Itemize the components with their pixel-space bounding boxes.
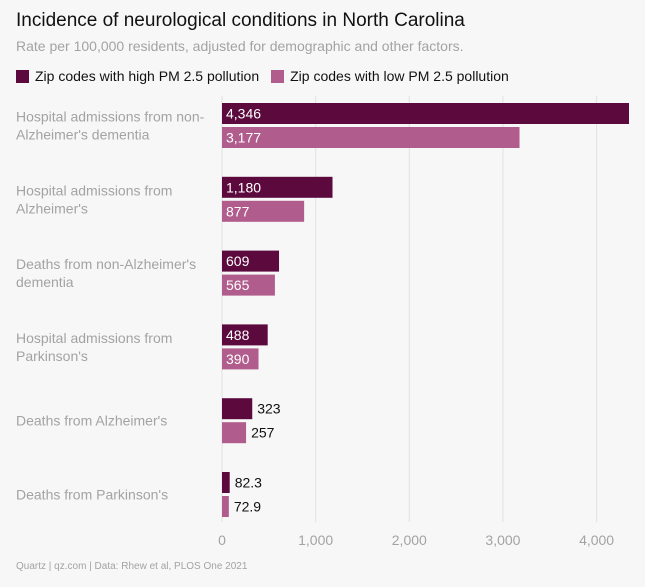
value-label: 82.3 — [235, 475, 262, 491]
legend-item-low: Zip codes with low PM 2.5 pollution — [271, 68, 509, 84]
chart-title: Incidence of neurological conditions in … — [16, 10, 465, 31]
legend-swatch-high — [16, 69, 29, 83]
value-label: 609 — [226, 253, 250, 269]
category-label: Hospital admissions from — [16, 330, 172, 346]
value-label: 565 — [226, 277, 250, 293]
bar-low-pollution — [222, 496, 229, 517]
bar-high-pollution — [222, 324, 268, 346]
bar-low-pollution — [222, 274, 275, 296]
category-label: dementia — [16, 274, 74, 290]
x-tick-label: 2,000 — [392, 532, 427, 548]
x-tick-label: 4,000 — [579, 532, 614, 548]
category-label: Hospital admissions from — [16, 182, 172, 198]
x-tick-label: 3,000 — [485, 532, 520, 548]
value-label: 4,346 — [226, 106, 261, 122]
category-label: Deaths from Alzheimer's — [16, 413, 167, 429]
value-label: 257 — [251, 425, 275, 441]
bar-low-pollution — [222, 200, 305, 222]
legend-swatch-low — [271, 69, 285, 83]
chart-subtitle: Rate per 100,000 residents, adjusted for… — [16, 38, 464, 54]
value-label: 877 — [226, 203, 250, 219]
bar-low-pollution — [222, 422, 247, 444]
legend-label-high: Zip codes with high PM 2.5 pollution — [35, 68, 260, 84]
category-label: Deaths from non-Alzheimer's — [16, 256, 196, 272]
legend-item-high: Zip codes with high PM 2.5 pollution — [16, 68, 259, 84]
bar-low-pollution — [222, 127, 520, 148]
value-label: 488 — [226, 327, 250, 343]
bar-low-pollution — [222, 348, 259, 370]
source-footer: Quartz | qz.com | Data: Rhew et al, PLOS… — [16, 561, 248, 572]
legend-label-low: Zip codes with low PM 2.5 pollution — [290, 68, 509, 84]
legend: Zip codes with high PM 2.5 pollution Zip… — [16, 68, 521, 84]
bar-high-pollution — [222, 103, 629, 124]
category-label: Alzheimer's dementia — [16, 127, 150, 143]
value-label: 323 — [257, 401, 281, 417]
value-label: 390 — [226, 351, 250, 367]
bar-high-pollution — [222, 398, 253, 420]
category-label: Parkinson's — [16, 348, 88, 364]
x-tick-label: 0 — [218, 532, 226, 548]
category-label: Hospital admissions from non- — [16, 109, 205, 125]
category-label: Alzheimer's — [16, 200, 88, 216]
bar-high-pollution — [222, 472, 230, 493]
x-tick-label: 1,000 — [298, 532, 333, 548]
bar-high-pollution — [222, 250, 280, 272]
category-label: Deaths from Parkinson's — [16, 487, 168, 503]
value-label: 72.9 — [234, 499, 261, 515]
value-label: 1,180 — [226, 179, 261, 195]
bar-high-pollution — [222, 176, 333, 198]
value-label: 3,177 — [226, 130, 261, 146]
